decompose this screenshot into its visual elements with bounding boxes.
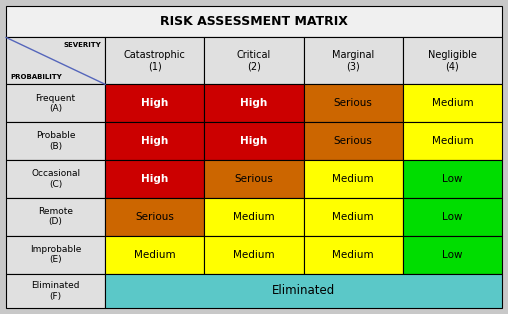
Bar — [105, 273, 502, 308]
Text: Medium: Medium — [332, 212, 374, 222]
Text: PROBABILITY: PROBABILITY — [10, 74, 62, 80]
Bar — [6, 198, 105, 236]
Bar — [6, 6, 502, 37]
Text: Improbable
(E): Improbable (E) — [30, 245, 81, 264]
Text: Medium: Medium — [431, 98, 473, 108]
Bar — [105, 37, 204, 84]
Bar — [6, 160, 105, 198]
Text: High: High — [141, 98, 169, 108]
Text: Critical
(2): Critical (2) — [237, 50, 271, 72]
Bar — [105, 198, 204, 236]
Bar — [304, 84, 403, 122]
Text: Low: Low — [442, 212, 463, 222]
Text: Frequent
(A): Frequent (A) — [36, 94, 76, 113]
Bar — [403, 236, 502, 273]
Bar — [304, 236, 403, 273]
Bar — [6, 122, 105, 160]
Text: Serious: Serious — [235, 174, 273, 184]
Text: Medium: Medium — [233, 212, 275, 222]
Bar — [204, 37, 304, 84]
Text: High: High — [141, 174, 169, 184]
Text: High: High — [240, 136, 268, 146]
Text: Negligible
(4): Negligible (4) — [428, 50, 477, 72]
Text: Medium: Medium — [134, 250, 176, 260]
Bar — [403, 122, 502, 160]
Bar — [6, 84, 105, 122]
Bar — [204, 122, 304, 160]
Bar — [105, 122, 204, 160]
Text: Low: Low — [442, 174, 463, 184]
Bar — [304, 160, 403, 198]
Bar — [6, 37, 105, 84]
Text: Serious: Serious — [334, 98, 372, 108]
Text: Catastrophic
(1): Catastrophic (1) — [124, 50, 186, 72]
Bar — [403, 84, 502, 122]
Text: Eliminated
(F): Eliminated (F) — [31, 281, 80, 300]
Bar — [105, 84, 204, 122]
Bar — [204, 236, 304, 273]
Bar — [105, 236, 204, 273]
Text: High: High — [240, 98, 268, 108]
Bar — [204, 84, 304, 122]
Text: Serious: Serious — [334, 136, 372, 146]
Text: Remote
(D): Remote (D) — [38, 207, 73, 226]
Text: Medium: Medium — [332, 250, 374, 260]
Text: RISK ASSESSMENT MATRIX: RISK ASSESSMENT MATRIX — [160, 15, 348, 28]
Bar — [403, 198, 502, 236]
Text: Marginal
(3): Marginal (3) — [332, 50, 374, 72]
Bar — [403, 37, 502, 84]
Text: Medium: Medium — [332, 174, 374, 184]
Bar — [304, 122, 403, 160]
Text: Low: Low — [442, 250, 463, 260]
Text: Medium: Medium — [431, 136, 473, 146]
Text: Occasional
(C): Occasional (C) — [31, 169, 80, 189]
Bar — [304, 198, 403, 236]
Bar — [105, 160, 204, 198]
Text: Serious: Serious — [136, 212, 174, 222]
Text: SEVERITY: SEVERITY — [64, 42, 101, 48]
Text: Eliminated: Eliminated — [272, 284, 335, 297]
Bar — [304, 37, 403, 84]
Text: High: High — [141, 136, 169, 146]
Text: Probable
(B): Probable (B) — [36, 131, 75, 151]
Bar — [6, 236, 105, 273]
Text: Medium: Medium — [233, 250, 275, 260]
Bar — [6, 273, 105, 308]
Bar — [204, 198, 304, 236]
Bar — [403, 160, 502, 198]
Bar — [204, 160, 304, 198]
